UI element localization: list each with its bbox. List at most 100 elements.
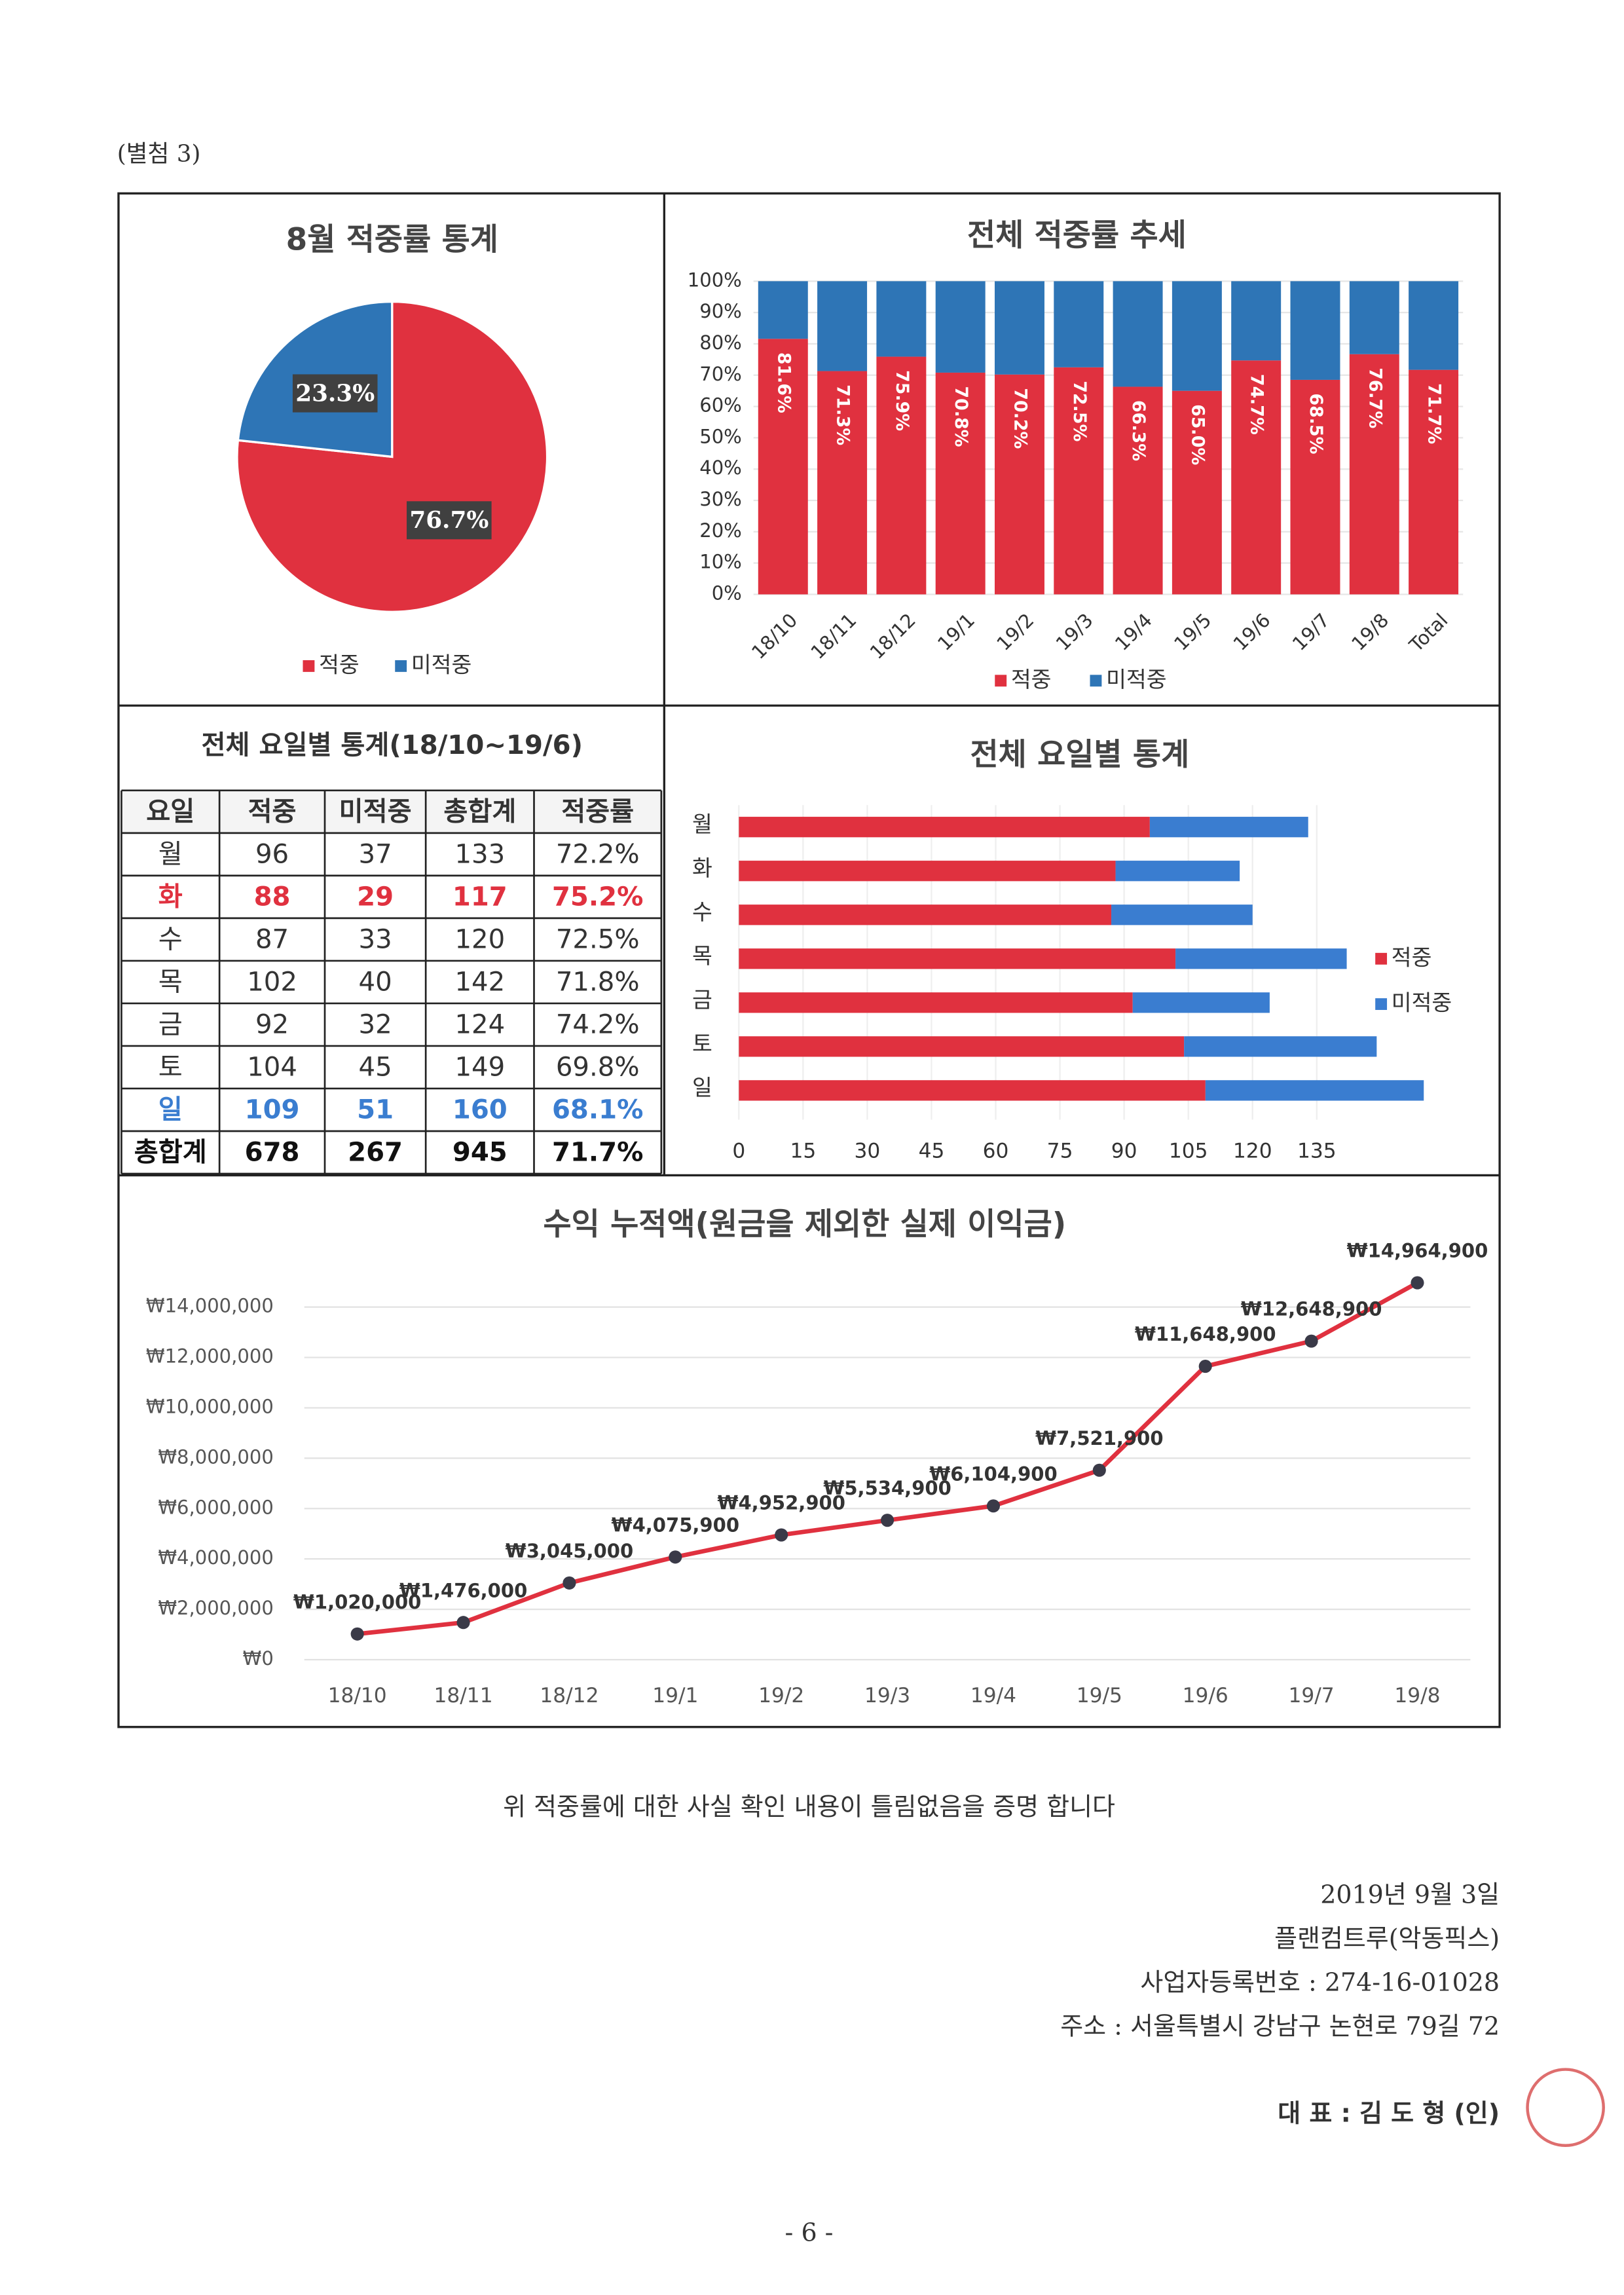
table-cell: 화 — [158, 882, 183, 912]
data-label: 23.3% — [295, 379, 375, 407]
bar-segment — [935, 372, 986, 595]
company: 플랜컴트루(악동픽스) — [1274, 1924, 1500, 1952]
y-tick-label: ₩0 — [243, 1647, 274, 1670]
x-tick-label: 60 — [983, 1140, 1009, 1163]
y-tick-label: 금 — [692, 987, 712, 1013]
bar-segment — [1175, 948, 1347, 969]
y-tick-label: 60% — [699, 394, 742, 417]
line-point — [881, 1514, 895, 1527]
y-tick-label: ₩6,000,000 — [158, 1496, 273, 1518]
bar-segment — [739, 861, 1116, 882]
data-label: 65.0% — [1187, 404, 1208, 465]
table-header-bg — [121, 790, 661, 833]
x-tick-label: 19/5 — [1077, 1684, 1122, 1707]
data-label: ₩3,045,000 — [506, 1540, 633, 1562]
x-tick-label: 18/11 — [434, 1684, 492, 1707]
representative: 대 표 : 김 도 형 (인) — [1278, 2099, 1500, 2127]
x-tick-label: 105 — [1169, 1140, 1208, 1163]
line-point — [669, 1550, 682, 1564]
y-tick-label: 90% — [699, 300, 742, 322]
x-tick-label: 120 — [1233, 1140, 1272, 1163]
bar-segment — [739, 817, 1150, 838]
data-label: ₩6,104,900 — [929, 1463, 1057, 1485]
seal — [1526, 2068, 1605, 2147]
date: 2019년 9월 3일 — [1320, 1880, 1500, 1909]
legend-label: 적중 — [319, 652, 360, 677]
table-cell: 적중률 — [561, 797, 634, 827]
table-cell: 72.5% — [556, 925, 640, 955]
legend-swatch — [1090, 675, 1102, 687]
chart-title: 전체 적중률 추세 — [967, 217, 1187, 253]
x-tick-label: 19/4 — [970, 1684, 1016, 1707]
bar-segment — [758, 281, 808, 339]
table-cell: 71.7% — [552, 1138, 643, 1168]
data-label: 76.7% — [409, 506, 489, 534]
y-tick-label: 50% — [699, 425, 742, 447]
y-tick-label: 목 — [692, 943, 712, 969]
table-cell: 32 — [358, 1010, 392, 1040]
table-cell: 수 — [158, 925, 183, 955]
table-cell: 87 — [255, 925, 289, 955]
table-cell: 160 — [452, 1095, 507, 1125]
table-cell: 75.2% — [552, 882, 643, 912]
data-label: 72.5% — [1069, 381, 1090, 441]
table-cell: 117 — [452, 882, 507, 912]
legend-swatch — [995, 675, 1007, 687]
y-tick-label: 수 — [692, 899, 712, 925]
table-cell: 68.1% — [552, 1095, 643, 1125]
legend-label: 적중 — [1011, 667, 1052, 692]
bar-segment — [1113, 386, 1163, 595]
table-cell: 33 — [358, 925, 392, 955]
y-tick-label: 30% — [699, 488, 742, 510]
y-tick-label: 0% — [712, 582, 742, 604]
frame — [117, 192, 1501, 1728]
line-point — [456, 1616, 470, 1630]
legend-swatch — [395, 660, 407, 672]
table-cell: 요일 — [146, 797, 194, 827]
registration: 사업자등록번호 : 274-16-01028 — [1140, 1968, 1500, 1996]
data-label: ₩1,476,000 — [399, 1579, 527, 1601]
table-cell: 금 — [158, 1010, 183, 1040]
table-cell: 총합계 — [134, 1138, 207, 1168]
x-tick-label: 19/3 — [864, 1684, 910, 1707]
data-label: 70.8% — [951, 386, 971, 447]
bar-segment — [1409, 369, 1459, 595]
table-cell: 71.8% — [556, 967, 640, 998]
bar-segment — [739, 948, 1176, 969]
legend-swatch — [1375, 998, 1388, 1010]
x-tick-label: 18/10 — [328, 1684, 387, 1707]
chart-title: 전체 요일별 통계 — [970, 737, 1189, 773]
y-tick-label: ₩8,000,000 — [158, 1446, 273, 1468]
legend-label: 미적중 — [411, 652, 471, 677]
table-cell: 40 — [358, 967, 392, 998]
data-label: 68.5% — [1306, 393, 1326, 454]
bar-segment — [1113, 281, 1163, 387]
bar-segment — [935, 281, 986, 373]
y-tick-label: 10% — [699, 551, 742, 573]
bar-segment — [1172, 390, 1222, 595]
x-tick-label: 19/8 — [1394, 1684, 1440, 1707]
bar-segment — [876, 356, 927, 595]
legend-swatch — [1375, 952, 1388, 965]
line-point — [1304, 1334, 1318, 1348]
bar-segment — [739, 1080, 1206, 1101]
bar-segment — [1172, 281, 1222, 391]
x-tick-label: 30 — [855, 1140, 881, 1163]
table-cell: 133 — [454, 840, 505, 870]
bar-segment — [817, 371, 868, 595]
y-tick-label: 토 — [692, 1031, 712, 1056]
y-tick-label: 80% — [699, 331, 742, 354]
data-label: 76.7% — [1365, 367, 1385, 428]
table-cell: 104 — [247, 1053, 297, 1083]
label-box — [292, 374, 378, 413]
data-label: 71.7% — [1424, 383, 1445, 444]
y-tick-label: ₩14,000,000 — [146, 1295, 274, 1317]
bar-segment — [876, 281, 927, 357]
statement: 위 적중률에 대한 사실 확인 내용이 틀림없음을 증명 합니다 — [503, 1792, 1115, 1821]
table-cell: 미적중 — [339, 797, 412, 827]
table-cell: 토 — [158, 1053, 183, 1083]
table-cell: 69.8% — [556, 1053, 640, 1083]
page-number: - 6 - — [785, 2218, 834, 2247]
attachment-label: (별첨 3) — [117, 141, 201, 168]
bar-segment — [1115, 861, 1240, 882]
